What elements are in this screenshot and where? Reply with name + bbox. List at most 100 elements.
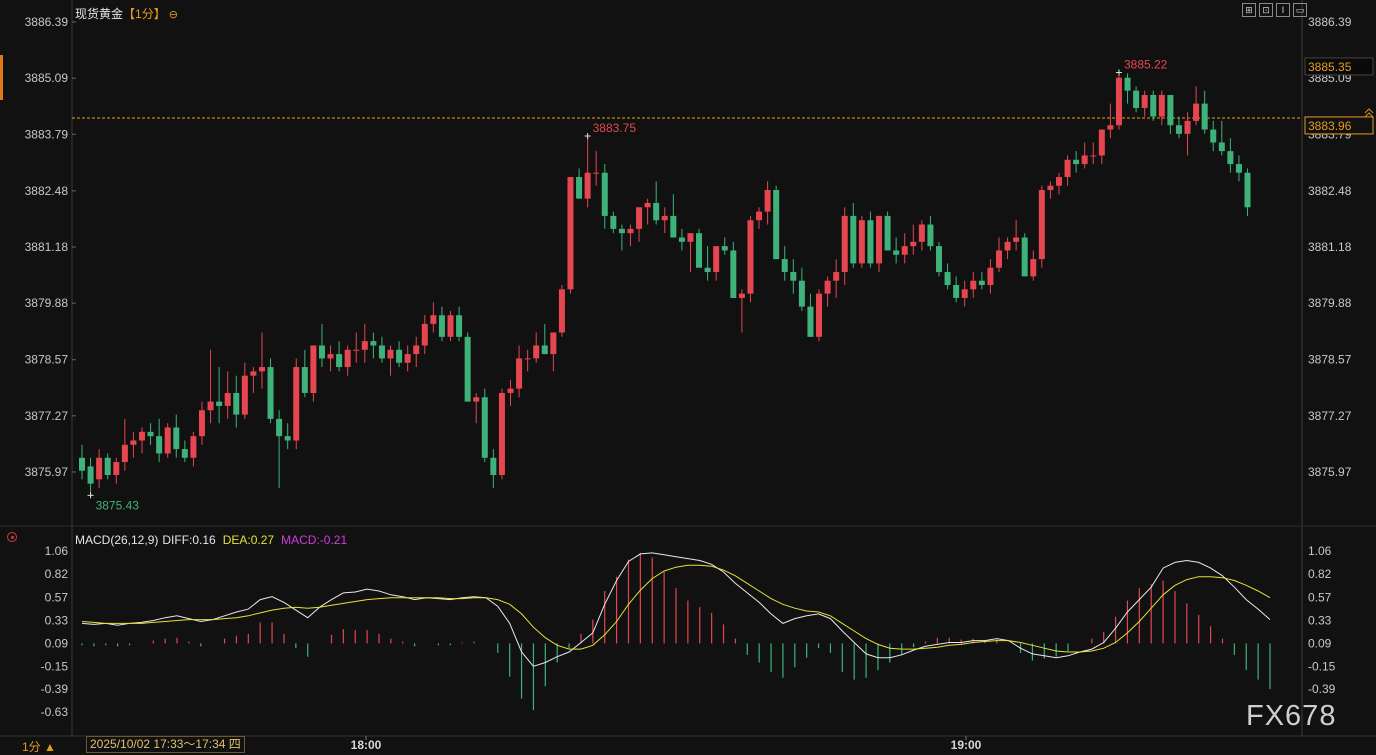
candle-body	[207, 401, 214, 411]
time-range-label[interactable]: 2025/10/02 17:33～17:34 四	[86, 736, 245, 753]
price-tick-label-left: 3877.27	[25, 409, 69, 423]
candle-body	[576, 177, 583, 199]
price-tick-label-left: 3881.18	[25, 240, 69, 254]
price-tick-label-left: 3879.88	[25, 296, 69, 310]
candle-body	[1073, 159, 1080, 165]
macd-tick-label-right: 0.57	[1308, 591, 1332, 605]
candle-body	[567, 177, 574, 290]
candle-body	[370, 341, 377, 346]
candle-body	[173, 427, 180, 450]
candle-body	[858, 220, 865, 264]
candle-body	[704, 267, 711, 273]
candle-body	[884, 215, 891, 251]
candle-body	[1184, 120, 1191, 134]
indicator-settings-icon[interactable]	[7, 532, 17, 542]
price-annotation: 3885.22	[1124, 58, 1168, 72]
candle-body	[156, 436, 163, 454]
candle-body	[438, 315, 445, 337]
candle-body	[1021, 237, 1028, 277]
candle-body	[293, 367, 300, 441]
candle-body	[258, 367, 265, 372]
candle-body	[267, 367, 274, 419]
macd-tick-label-left: -0.63	[41, 705, 69, 719]
candle-body	[164, 427, 171, 454]
candle-body	[773, 189, 780, 260]
candle-body	[284, 436, 291, 441]
candle-body	[456, 315, 463, 337]
edit-icon[interactable]: Ⅰ	[1276, 3, 1290, 17]
window-icon[interactable]: ▭	[1293, 3, 1307, 17]
candle-body	[516, 358, 523, 389]
candle-body	[1013, 237, 1020, 242]
gear-circle-icon[interactable]: ⊖	[168, 9, 178, 21]
candle-body	[584, 172, 591, 199]
candle-body	[138, 431, 145, 441]
macd-tick-label-left: -0.39	[41, 682, 69, 696]
chart-header: 现货黄金【1分】 ⊖	[75, 5, 178, 22]
candle-body	[644, 202, 651, 208]
candle-body	[524, 358, 531, 360]
candle-body	[198, 410, 205, 437]
candle-body	[481, 397, 488, 458]
candle-body	[301, 367, 308, 393]
macd-diff-value: DIFF:0.16	[162, 533, 216, 547]
macd-tick-label-right: 1.06	[1308, 544, 1332, 558]
candle-body	[918, 224, 925, 242]
candle-body	[893, 250, 900, 255]
macd-tick-label-left: 1.06	[45, 544, 69, 558]
candle-body	[678, 237, 685, 242]
candle-body	[404, 354, 411, 363]
candle-body	[361, 341, 368, 350]
candle-body	[1244, 172, 1251, 208]
candle-body	[1038, 189, 1045, 260]
candle-body	[387, 349, 394, 359]
candle-body	[867, 220, 874, 264]
candle-body	[1133, 90, 1140, 108]
collapse-arrow-icon	[1364, 108, 1374, 118]
candle-body	[533, 345, 540, 359]
candle-body	[550, 332, 557, 355]
candle-body	[541, 345, 548, 355]
candle-body	[104, 457, 111, 476]
candle-body	[944, 272, 951, 286]
candle-body	[833, 272, 840, 281]
candle-body	[1210, 129, 1217, 143]
candle-body	[310, 345, 317, 393]
candle-body	[1115, 77, 1122, 126]
price-tick-label-left: 3886.39	[25, 15, 69, 29]
candle-body	[224, 392, 231, 406]
candle-body	[1201, 103, 1208, 130]
candle-body	[233, 392, 240, 415]
price-annotation: 3875.43	[96, 498, 140, 512]
candle-body	[876, 215, 883, 264]
candle-body	[781, 259, 788, 273]
candle-body	[627, 228, 634, 234]
candle-body	[490, 457, 497, 476]
period-label[interactable]: 【1分】	[123, 7, 166, 21]
candle-body	[327, 354, 334, 359]
candle-body	[378, 345, 385, 359]
crosshair-icon[interactable]: ⊡	[1259, 3, 1273, 17]
candle-body	[730, 250, 737, 298]
candle-body	[764, 189, 771, 212]
candle-body	[1004, 241, 1011, 251]
candle-body	[336, 354, 343, 368]
candle-body	[318, 345, 325, 359]
macd-dea-line	[81, 564, 1271, 653]
candle-body	[824, 280, 831, 294]
period-selector[interactable]: 1分 ▲	[22, 740, 56, 754]
expand-icon[interactable]: ⊞	[1242, 3, 1256, 17]
candle-body	[353, 349, 360, 351]
macd-tick-label-right: -0.15	[1308, 659, 1336, 673]
price-tick-label-right: 3879.88	[1308, 296, 1352, 310]
candle-body	[610, 215, 617, 229]
macd-tick-label-left: 0.57	[45, 591, 69, 605]
watermark: FX678	[1246, 700, 1337, 732]
macd-tick-label-right: 0.82	[1308, 567, 1332, 581]
candle-body	[1167, 94, 1174, 126]
macd-histogram-value: MACD:-0.21	[281, 533, 348, 547]
candle-body	[1175, 125, 1182, 134]
candle-body	[713, 246, 720, 273]
active-indicator	[0, 55, 3, 100]
